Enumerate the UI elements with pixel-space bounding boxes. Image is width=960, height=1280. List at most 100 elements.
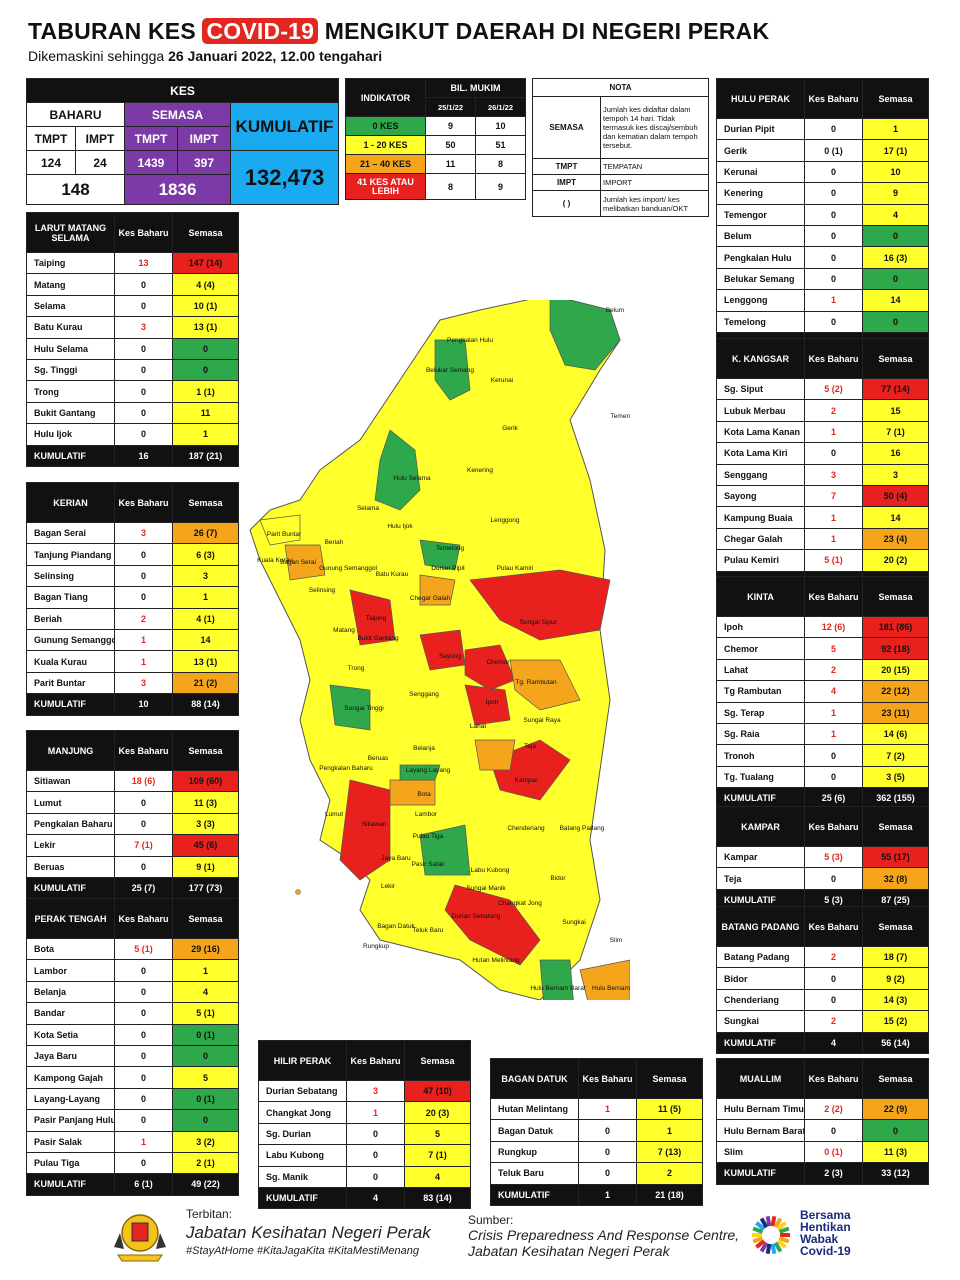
kes-baharu: 1: [804, 506, 863, 529]
map-label: Hutan Melintang: [472, 957, 520, 964]
table-row: Labu Kubong 0 7 (1): [258, 1144, 471, 1167]
kes-baharu: 0: [804, 765, 863, 789]
map-label: Durian Pipit: [431, 565, 465, 572]
mukim-name: Tanjung Piandang: [26, 543, 115, 566]
footer: Terbitan: Jabatan Kesihatan Negeri Perak…: [110, 1205, 930, 1275]
table-row: Teluk Baru 0 2: [490, 1162, 703, 1185]
kes-semasa: 0: [172, 337, 239, 360]
kes-semasa: 23 (4): [862, 527, 929, 551]
map-label: Batang Padang: [560, 825, 605, 832]
mukim-name: Lahat: [716, 658, 805, 682]
table-row: Kenering 0 9: [716, 182, 929, 205]
district-name: KINTA: [716, 576, 805, 617]
table-row: Changkat Jong 1 20 (3): [258, 1101, 471, 1124]
indikator-label: 1 - 20 KES: [345, 135, 426, 155]
kes-baharu: 0: [578, 1140, 637, 1164]
kes-baharu: 0: [114, 1002, 173, 1025]
hashtags: #StayAtHome #KitaJagaKita #KitaMestiMena…: [186, 1245, 419, 1257]
mukim-name: Jaya Baru: [26, 1044, 115, 1068]
kes-semasa: 1: [862, 117, 929, 141]
kes-semasa: 26 (7): [172, 521, 239, 545]
map-label: Kuala Kurau: [257, 557, 293, 564]
kes-baharu: 1: [114, 1130, 173, 1153]
kes-semasa: 4 (4): [172, 273, 239, 296]
table-row: Bandar 0 5 (1): [26, 1002, 239, 1025]
table-row: Hulu Bernam Barat 0 0: [716, 1119, 929, 1142]
kes-semasa: 0: [862, 224, 929, 248]
table-row: Kota Setia 0 0 (1): [26, 1023, 239, 1046]
mukim-name: Kenering: [716, 182, 805, 205]
kes-baharu: 5 (2): [804, 377, 863, 401]
table-row: Hulu Ijok 0 1: [26, 423, 239, 446]
mukim-name: Pulau Kemiri: [716, 549, 805, 572]
map-label: Chegar Galah: [410, 595, 451, 602]
kes-baharu: 1: [804, 420, 863, 444]
table-row: Sitiawan 18 (6) 109 (60): [26, 769, 239, 793]
table-row: Bidor 0 9 (2): [716, 967, 929, 990]
table-row: Tanjung Piandang 0 6 (3): [26, 543, 239, 566]
mukim-name: Gerik: [716, 139, 805, 162]
kes-semasa: 0 (1): [172, 1023, 239, 1046]
kumulatif-row: KUMULATIF 2 (3) 33 (12): [716, 1162, 929, 1185]
kes-baharu: 0: [114, 855, 173, 878]
kes-semasa: 0: [172, 358, 239, 382]
kumulatif-row: KUMULATIF 16 187 (21): [26, 444, 239, 467]
table-row: Lubuk Merbau 2 15: [716, 399, 929, 422]
kes-semasa: 14 (3): [862, 988, 929, 1012]
mukim-name: Belanja: [26, 980, 115, 1004]
kes-baharu: 0: [804, 442, 863, 465]
map-label: Bota: [417, 791, 431, 798]
table-row: Matang 0 4 (4): [26, 273, 239, 296]
kes-baharu: 3: [114, 671, 173, 695]
perak-district-map: Belum Pengkalan Hulu Belukar Semang Kerunai…: [249, 300, 630, 1000]
kes-semasa: 1 (1): [172, 380, 239, 403]
kes-semasa: 1: [172, 959, 239, 982]
kes-baharu: 1: [114, 628, 173, 652]
district-table-bagan: BAGAN DATUK Kes Baharu Semasa Hutan Melinta…: [490, 1058, 703, 1206]
mukim-name: Kuala Kurau: [26, 650, 115, 673]
kes-semasa: 15: [862, 399, 929, 422]
table-row: Chegar Galah 1 23 (4): [716, 527, 929, 551]
mukim-name: Bota: [26, 937, 115, 961]
kes-baharu: 0: [804, 744, 863, 767]
mukim-name: Belukar Semang: [716, 267, 805, 291]
table-row: Lekir 7 (1) 45 (6): [26, 834, 239, 857]
kes-baharu: 4: [804, 680, 863, 703]
table-row: Chenderiang 0 14 (3): [716, 988, 929, 1012]
map-label: Trong: [348, 665, 365, 672]
mukim-name: Durian Pipit: [716, 117, 805, 141]
map-label: Belum: [606, 307, 624, 314]
map-label: Temengor: [611, 413, 630, 420]
table-row: Jaya Baru 0 0: [26, 1044, 239, 1068]
table-row: Beruas 0 9 (1): [26, 855, 239, 878]
kes-semasa: 13 (1): [172, 316, 239, 339]
kes-semasa: 7 (13): [636, 1140, 703, 1164]
table-row: Kuala Kurau 1 13 (1): [26, 650, 239, 673]
kes-baharu: 0: [114, 337, 173, 360]
table-row: Kota Lama Kiri 0 16: [716, 442, 929, 465]
kes-baharu: 0: [114, 564, 173, 588]
district-name: KERIAN: [26, 482, 115, 523]
table-row: Sg. Tinggi 0 0: [26, 358, 239, 382]
district-table-batang: BATANG PADANG Kes Baharu Semasa Batang Pada…: [716, 906, 929, 1054]
kumulatif-row: KUMULATIF 6 (1) 49 (22): [26, 1173, 239, 1196]
kes-semasa: 9 (2): [862, 967, 929, 990]
map-label: Teja: [524, 743, 536, 750]
indikator-row: 21 – 40 KES 11 8: [345, 154, 526, 174]
kes-semasa: 9: [862, 182, 929, 205]
kes-baharu: 0: [114, 273, 173, 296]
mukim-name: Matang: [26, 273, 115, 296]
table-row: Pengkalan Baharu 0 3 (3): [26, 812, 239, 836]
mukim-name: Gunung Semanggol: [26, 628, 115, 652]
map-label: Ipoh: [486, 699, 499, 706]
mukim-name: Tronoh: [716, 744, 805, 767]
mukim-name: Tg Rambutan: [716, 680, 805, 703]
mukim-name: Sg. Raia: [716, 722, 805, 746]
mukim-name: Selinsing: [26, 564, 115, 588]
map-label: Kampar: [515, 777, 539, 784]
kes-semasa: 10: [862, 160, 929, 184]
kumulatif-row: KUMULATIF 25 (7) 177 (73): [26, 876, 239, 900]
map-label: Sungai Tinggi: [344, 705, 383, 712]
kes-semasa: 47 (10): [404, 1079, 471, 1103]
map-label: Bagan Serai: [280, 559, 316, 566]
